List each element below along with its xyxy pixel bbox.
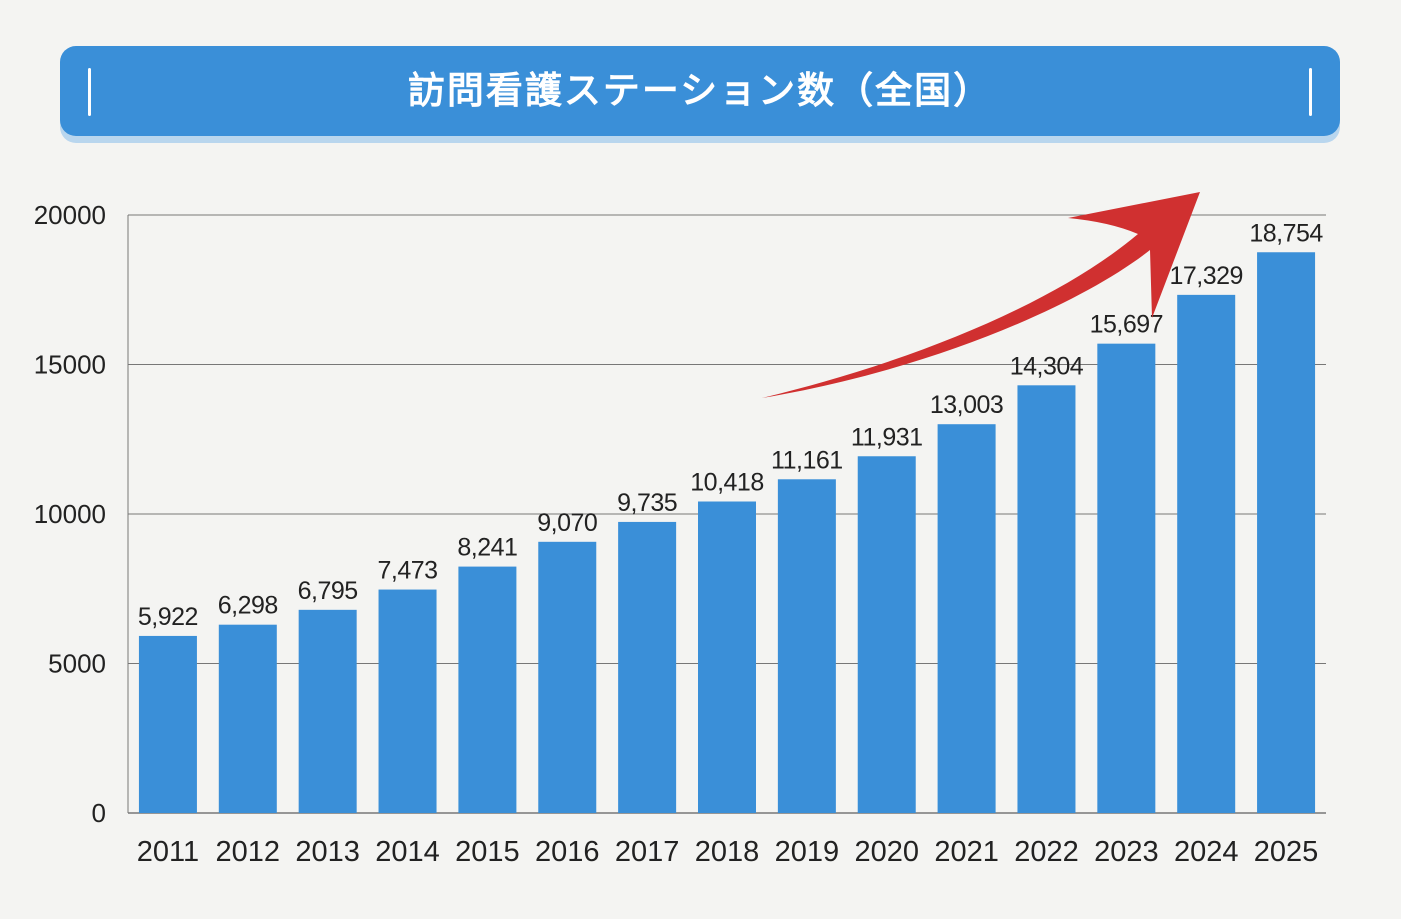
value-label-2017: 9,735 [617, 489, 677, 517]
bar-2020 [857, 456, 916, 813]
trend-arrow-icon [762, 192, 1200, 398]
bar-2025 [1257, 252, 1316, 814]
value-label-2016: 9,070 [537, 509, 597, 537]
bar-2013 [298, 609, 357, 813]
x-tick-label-2019: 2019 [775, 836, 840, 868]
x-tick-label-2021: 2021 [934, 836, 999, 868]
x-tick-label-2020: 2020 [854, 836, 919, 868]
x-tick-label-2024: 2024 [1174, 836, 1239, 868]
x-tick-label-2018: 2018 [695, 836, 760, 868]
value-label-2011: 5,922 [138, 603, 198, 631]
x-tick-label-2015: 2015 [455, 836, 520, 868]
value-label-2014: 7,473 [378, 557, 438, 585]
bar-2014 [378, 589, 437, 813]
y-axis-ticks: 0 5000 10000 15000 20000 [34, 200, 106, 828]
x-tick-label-2014: 2014 [375, 836, 440, 868]
value-label-2018: 10,418 [690, 469, 763, 497]
value-label-2023: 15,697 [1090, 311, 1163, 339]
bar-2024 [1177, 294, 1236, 813]
value-label-2025: 18,754 [1249, 219, 1323, 247]
value-label-2013: 6,795 [298, 577, 358, 605]
banner-right-bar [1309, 68, 1312, 116]
bar-2021 [937, 424, 996, 813]
value-label-2012: 6,298 [218, 592, 278, 620]
x-tick-label-2025: 2025 [1254, 836, 1319, 868]
bar-2022 [1017, 385, 1076, 813]
bar-2016 [538, 541, 597, 813]
x-tick-label-2011: 2011 [137, 836, 199, 868]
y-tick-label: 0 [92, 798, 106, 828]
bar-2019 [777, 479, 836, 813]
chart-title: 訪問看護ステーション数（全国） [407, 69, 993, 112]
value-label-2024: 17,329 [1169, 262, 1242, 290]
y-tick-label: 10000 [34, 499, 106, 529]
bar-2011 [138, 635, 197, 813]
bar-2017 [618, 521, 677, 813]
bar-2023 [1097, 343, 1156, 813]
x-tick-label-2012: 2012 [216, 836, 281, 868]
x-tick-label-2016: 2016 [535, 836, 600, 868]
x-axis-ticks: 2011 2012 2013 2014 2015 2016 2017 2018 2019 2020… [137, 836, 1319, 868]
x-tick-label-2017: 2017 [615, 836, 680, 868]
value-label-2019: 11,161 [771, 446, 843, 474]
value-label-2022: 14,304 [1010, 352, 1084, 380]
bar-2015 [458, 566, 517, 813]
bar-2018 [698, 501, 756, 813]
value-labels: 5,922 6,298 6,795 7,473 8,241 9,070 9,735 10,41… [138, 219, 1324, 631]
y-tick-label: 15000 [34, 350, 106, 380]
trend-arrow-layer [762, 192, 1200, 398]
y-tick-label: 5000 [48, 649, 106, 679]
x-tick-label-2022: 2022 [1014, 836, 1079, 868]
y-tick-label: 20000 [34, 200, 106, 230]
bar-2012 [218, 624, 277, 813]
x-tick-label-2013: 2013 [295, 836, 360, 868]
title-banner: 訪問看護ステーション数（全国） [60, 46, 1340, 136]
value-label-2020: 11,931 [851, 423, 923, 451]
value-label-2015: 8,241 [457, 534, 517, 562]
banner-left-bar [88, 68, 91, 116]
x-tick-label-2023: 2023 [1094, 836, 1159, 868]
value-label-2021: 13,003 [930, 391, 1003, 419]
bars [138, 252, 1316, 814]
